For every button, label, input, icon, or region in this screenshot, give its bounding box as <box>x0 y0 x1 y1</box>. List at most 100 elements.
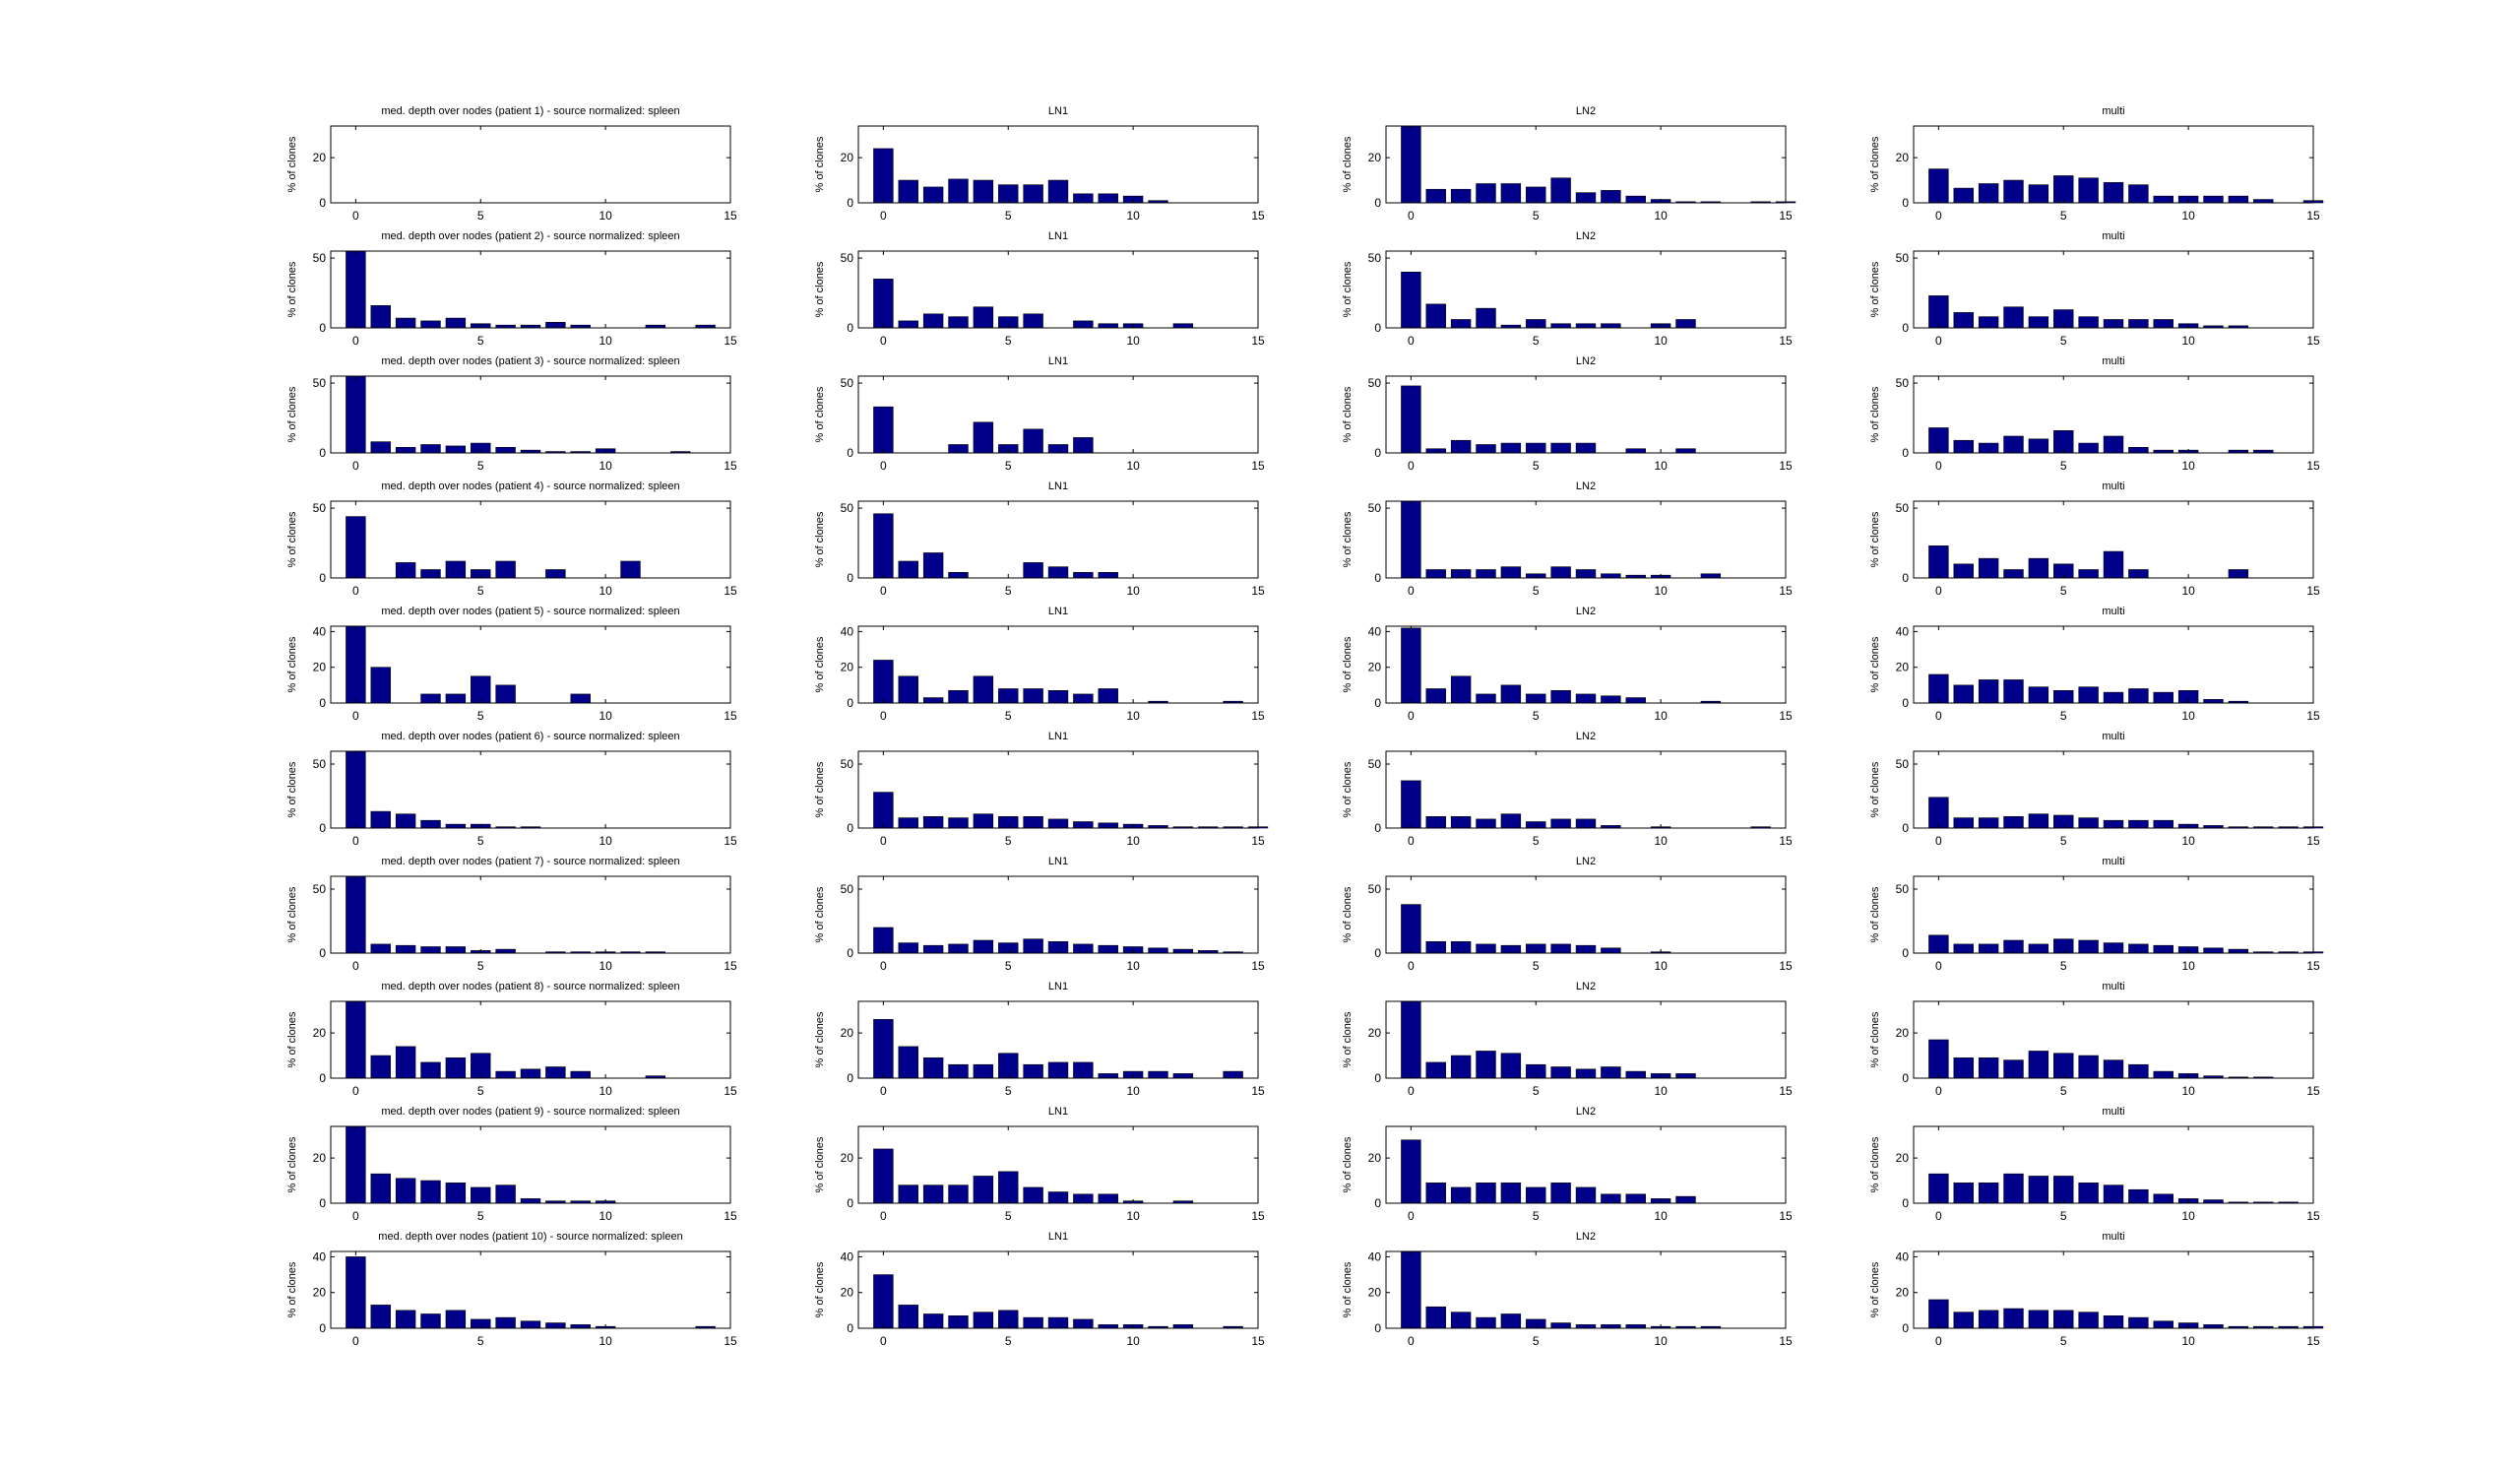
x-tick-label: 5 <box>1005 1334 1012 1348</box>
bar <box>1047 179 1069 204</box>
y-tick-label: 50 <box>1896 882 1910 896</box>
y-tick-label: 40 <box>841 1249 854 1263</box>
y-axis-label: % of clones <box>1342 1261 1354 1317</box>
bar <box>445 823 467 829</box>
x-tick-label: 15 <box>1251 1084 1265 1098</box>
bar <box>873 1274 894 1329</box>
bar <box>1425 1061 1446 1079</box>
x-tick-label: 15 <box>724 1209 737 1223</box>
bar <box>922 697 944 704</box>
y-tick-label: 20 <box>1368 1286 1382 1300</box>
bar <box>1047 1061 1069 1079</box>
x-tick-label: 15 <box>1251 209 1265 223</box>
x-tick-label: 5 <box>1005 584 1012 598</box>
bar <box>1401 780 1421 829</box>
x-tick-label: 0 <box>1408 834 1415 848</box>
bar <box>1550 690 1571 704</box>
bar <box>2128 819 2149 829</box>
bar <box>1073 1061 1094 1079</box>
bar <box>1073 320 1094 329</box>
x-tick-label: 0 <box>1935 709 1942 723</box>
y-tick-label: 0 <box>319 321 326 335</box>
subplot-r3-c2: 0 5 10 15 0 50 % of clones LN1 <box>814 355 1265 473</box>
bar <box>2003 815 2024 829</box>
subplot-r5-c1: 0 5 10 15 0 20 40 % of clones med. depth over no… <box>286 606 737 723</box>
bar <box>2153 1320 2174 1329</box>
bar <box>1098 1324 1118 1329</box>
bar <box>1550 442 1571 454</box>
subplot-r4-c3: 0 5 10 15 0 50 % of clones LN2 <box>1342 480 1793 598</box>
x-tick-label: 10 <box>1126 334 1140 348</box>
bar <box>1450 675 1472 704</box>
y-axis-label: % of clones <box>814 386 826 442</box>
bar <box>1675 319 1696 329</box>
x-tick-label: 15 <box>1251 959 1265 973</box>
x-tick-label: 0 <box>880 709 887 723</box>
x-tick-label: 0 <box>1935 334 1942 348</box>
y-tick-label: 0 <box>847 446 853 460</box>
bar <box>1425 688 1446 704</box>
y-tick-label: 20 <box>1368 1026 1382 1040</box>
bar <box>973 813 994 829</box>
bar <box>370 667 391 704</box>
x-tick-label: 0 <box>352 1209 359 1223</box>
subplot-title: multi <box>2102 1231 2124 1243</box>
y-axis-label: % of clones <box>286 261 298 317</box>
x-tick-label: 10 <box>598 209 612 223</box>
subplot-title: med. depth over nodes (patient 9) - sour… <box>381 1106 679 1118</box>
bar <box>1500 1183 1522 1204</box>
axes-box <box>1385 250 1787 329</box>
y-tick-label: 0 <box>319 696 326 710</box>
axes-box <box>1913 1125 2314 1204</box>
x-tick-label: 15 <box>1251 584 1265 598</box>
bar <box>1575 1186 1597 1204</box>
x-tick-label: 0 <box>352 959 359 973</box>
bar <box>1425 815 1446 829</box>
x-tick-label: 0 <box>1935 1209 1942 1223</box>
bar <box>1575 944 1597 954</box>
axes-box <box>1385 1125 1787 1204</box>
axes-box <box>1913 1000 2314 1079</box>
bar <box>2103 182 2124 204</box>
bar <box>2078 939 2099 954</box>
x-tick-label: 10 <box>1654 1084 1668 1098</box>
bar <box>2028 686 2049 704</box>
x-tick-label: 10 <box>1126 709 1140 723</box>
subplot-r8-c1: 0 5 10 15 0 20 % of clones med. depth over node… <box>286 981 737 1098</box>
y-axis-label: % of clones <box>1869 1011 1881 1067</box>
bar <box>2003 1308 2024 1329</box>
bar <box>1953 563 1974 579</box>
bar <box>1476 693 1496 704</box>
y-tick-label: 50 <box>841 376 854 390</box>
bar <box>873 1148 894 1204</box>
bar <box>873 279 894 329</box>
subplot-r6-c4: 0 5 10 15 0 50 % of clones multi <box>1869 731 2324 848</box>
subplot-title: med. depth over nodes (patient 2) - sour… <box>381 230 679 242</box>
y-tick-label: 40 <box>841 624 854 638</box>
bar <box>1172 323 1194 329</box>
x-tick-label: 5 <box>1533 709 1540 723</box>
x-tick-label: 0 <box>1408 1334 1415 1348</box>
subplot-title: LN1 <box>1048 230 1068 242</box>
x-tick-label: 5 <box>1533 209 1540 223</box>
axes-box <box>1913 875 2314 954</box>
bar <box>1601 323 1621 329</box>
x-tick-label: 10 <box>2181 334 2195 348</box>
bar <box>1148 947 1168 954</box>
bar <box>395 317 416 329</box>
subplot-r9-c2: 0 5 10 15 0 20 % of clones LN1 <box>814 1106 1265 1223</box>
bar <box>1978 943 1999 954</box>
bar <box>2103 1315 2124 1329</box>
x-tick-label: 10 <box>1126 209 1140 223</box>
bar <box>1625 448 1646 454</box>
x-tick-label: 15 <box>724 834 737 848</box>
x-tick-label: 5 <box>2060 834 2067 848</box>
subplot-title: multi <box>2102 1106 2124 1118</box>
bar <box>1425 569 1446 579</box>
y-tick-label: 0 <box>1374 821 1381 835</box>
y-tick-label: 0 <box>319 1196 326 1210</box>
subplot-r1-c4: 0 5 10 15 0 20 % of clones multi <box>1869 105 2324 223</box>
x-tick-label: 15 <box>1779 459 1793 473</box>
bar <box>2153 195 2174 204</box>
bar <box>922 815 944 829</box>
